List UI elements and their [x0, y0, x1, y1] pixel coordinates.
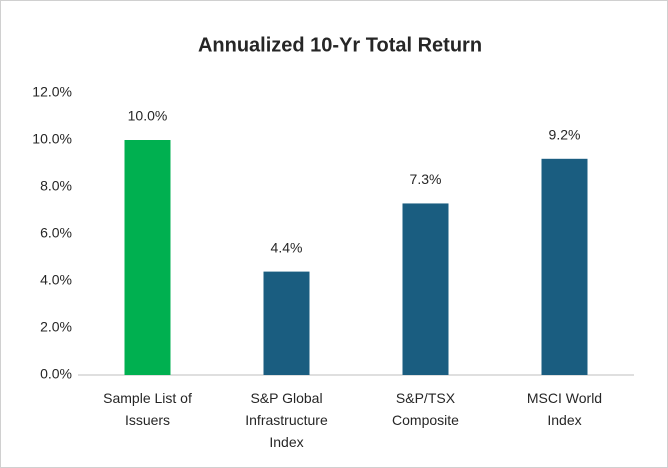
- y-tick-label: 4.0%: [40, 272, 72, 288]
- y-tick-label: 8.0%: [40, 178, 72, 194]
- bar: [124, 140, 171, 375]
- y-tick-label: 2.0%: [40, 319, 72, 335]
- x-tick-label: MSCI World Index: [527, 390, 602, 428]
- data-label: 10.0%: [128, 108, 168, 124]
- x-tick-label: S&P/TSX Composite: [392, 390, 459, 428]
- data-label: 9.2%: [549, 127, 581, 143]
- data-label: 4.4%: [271, 239, 303, 255]
- data-label: 7.3%: [410, 171, 442, 187]
- y-tick-label: 10.0%: [32, 131, 72, 147]
- y-tick-label: 0.0%: [40, 366, 72, 382]
- bar: [541, 158, 588, 375]
- x-tick-label: Sample List of Issuers: [103, 390, 192, 428]
- chart-title: Annualized 10-Yr Total Return: [198, 34, 482, 56]
- bar: [263, 271, 310, 375]
- y-tick-label: 6.0%: [40, 225, 72, 241]
- x-tick-label: S&P Global Infrastructure Index: [245, 390, 328, 450]
- y-tick-label: 12.0%: [32, 84, 72, 100]
- bar: [402, 203, 449, 375]
